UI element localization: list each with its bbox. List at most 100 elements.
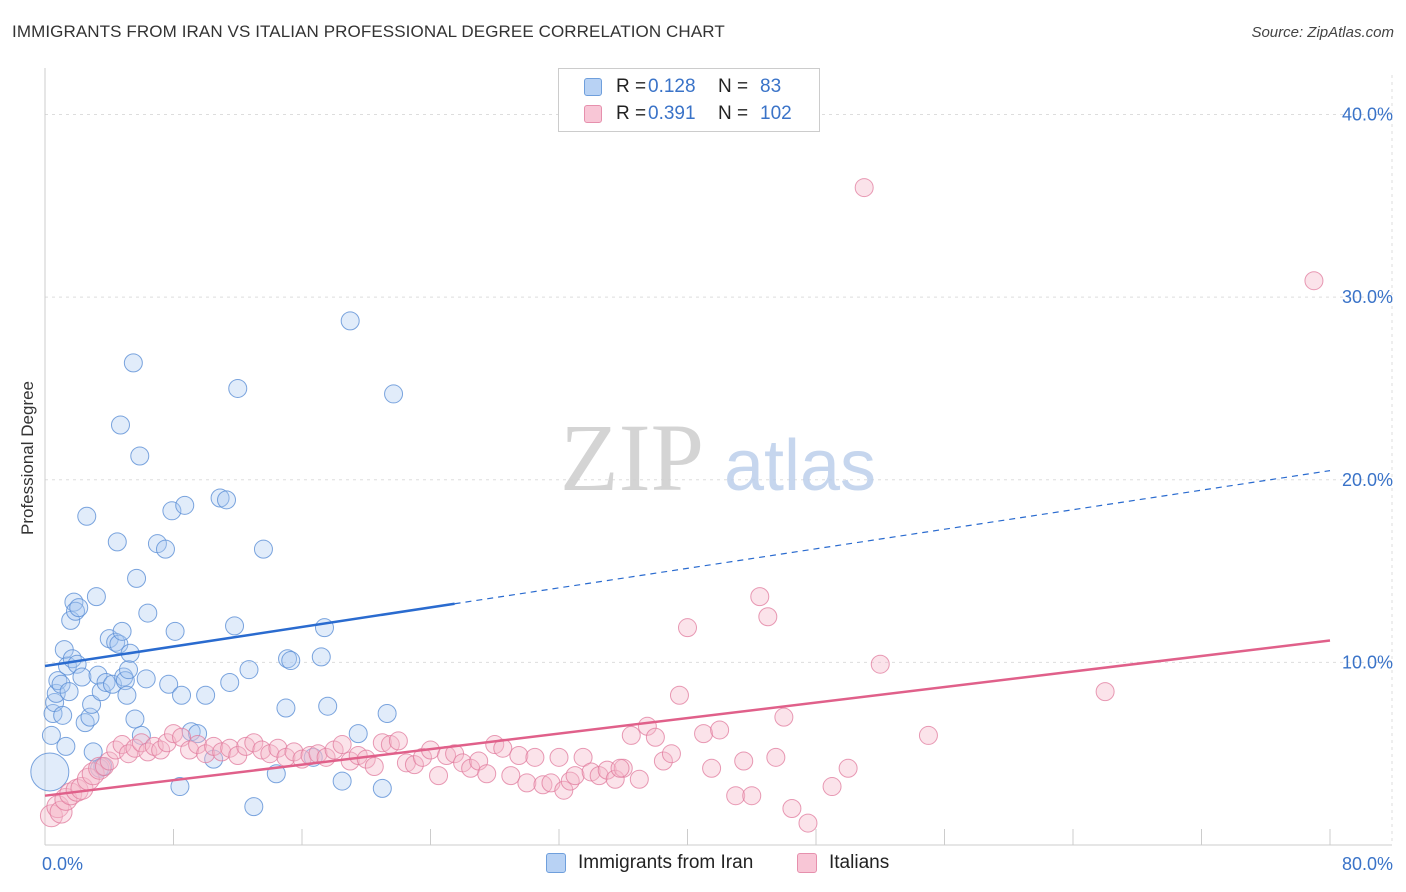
point-italians [49, 800, 73, 824]
point-iran [348, 724, 368, 744]
point-iran [53, 705, 73, 725]
point-italians [412, 747, 432, 767]
point-italians [766, 747, 786, 767]
point-italians [605, 769, 625, 789]
point-italians [88, 756, 112, 780]
legend-swatch-iran [546, 853, 566, 873]
point-italians [573, 747, 593, 767]
trend-line-iran-dashed [454, 470, 1331, 605]
point-iran [86, 587, 106, 607]
point-iran [155, 539, 175, 559]
legend-n-label: N = [718, 76, 749, 97]
point-italians [710, 720, 730, 740]
point-iran [110, 415, 130, 435]
point-italians [798, 813, 818, 833]
point-iran [165, 621, 185, 641]
point-iran [88, 665, 108, 685]
point-italians [372, 733, 392, 753]
point-italians [404, 755, 424, 775]
point-italians [106, 740, 126, 760]
legend-item-iran[interactable]: Immigrants from Iran [546, 852, 753, 874]
point-iran [136, 669, 156, 689]
point-iran [106, 632, 126, 652]
point-italians [774, 707, 794, 727]
point-iran [83, 742, 103, 762]
point-italians [1304, 271, 1324, 291]
point-italians [734, 751, 754, 771]
point-iran [253, 539, 273, 559]
point-iran [196, 685, 216, 705]
point-iran [123, 353, 143, 373]
trend-line-iran [44, 602, 455, 668]
point-italians [870, 654, 890, 674]
watermark: ZIP atlas [560, 404, 876, 511]
point-italians [702, 758, 722, 778]
point-italians [533, 775, 553, 795]
point-italians [1095, 682, 1115, 702]
point-italians [364, 756, 384, 776]
axes [44, 68, 1392, 846]
legend-r-value: 0.391 [648, 103, 696, 124]
point-iran [41, 725, 61, 745]
legend-swatch-iran [584, 78, 602, 96]
point-italians [477, 764, 497, 784]
point-italians [629, 769, 649, 789]
point-italians [565, 766, 585, 786]
point-iran [138, 603, 158, 623]
point-iran [377, 704, 397, 724]
point-iran [119, 660, 139, 680]
source-label: Source: ZipAtlas.com [1251, 24, 1394, 41]
point-italians [726, 786, 746, 806]
point-italians [782, 798, 802, 818]
point-italians [144, 736, 164, 756]
point-italians [509, 746, 529, 766]
point-iran [239, 660, 259, 680]
watermark-atlas: atlas [724, 426, 876, 506]
legend-swatch-italians [584, 105, 602, 123]
point-iran [220, 672, 240, 692]
point-italians [694, 724, 714, 744]
point-iran [172, 685, 192, 705]
point-italians [621, 725, 641, 745]
point-italians [838, 758, 858, 778]
point-italians [429, 766, 449, 786]
legend-n-value: 102 [760, 103, 792, 124]
point-iran [278, 649, 298, 669]
point-italians [284, 742, 304, 762]
point-iran [372, 778, 392, 798]
point-italians [918, 725, 938, 745]
tick-labels: 10.0% 20.0% 30.0% 40.0% 0.0% 80.0% [42, 105, 1393, 874]
legend-n-value: 83 [760, 76, 782, 97]
point-iran [125, 709, 145, 729]
chart-title: IMMIGRANTS FROM IRAN VS ITALIAN PROFESSI… [12, 22, 725, 41]
point-iran [318, 696, 338, 716]
point-iran [340, 311, 360, 331]
point-iran [56, 736, 76, 756]
y-tick-label: 20.0% [1342, 470, 1393, 490]
point-italians [678, 618, 697, 638]
point-iran [112, 621, 132, 641]
point-iran [276, 698, 296, 718]
point-iran [210, 488, 230, 508]
y-tick-label: 40.0% [1342, 105, 1393, 125]
point-italians [750, 587, 770, 607]
point-iran [66, 601, 86, 621]
point-italians [645, 727, 665, 747]
legend-r-label: R = [616, 76, 647, 97]
point-italians [758, 607, 778, 627]
trend-lines [44, 470, 1331, 797]
stats-legend: R = 0.128 N = 83 R = 0.391 N = 102 [558, 68, 820, 132]
point-italians [610, 758, 630, 778]
legend-item-italians[interactable]: Italians [797, 852, 889, 874]
point-italians [151, 740, 171, 760]
legend-row-iran: R = 0.128 N = 83 [559, 75, 781, 99]
y-tick-label: 10.0% [1342, 652, 1393, 672]
watermark-zip: ZIP [560, 404, 704, 511]
legend-label-italians: Italians [829, 852, 890, 873]
x-tick-label-min: 0.0% [42, 854, 83, 874]
point-iran [127, 568, 147, 588]
trend-line-italians [44, 639, 1331, 797]
point-italians [388, 731, 408, 751]
point-italians [501, 766, 521, 786]
